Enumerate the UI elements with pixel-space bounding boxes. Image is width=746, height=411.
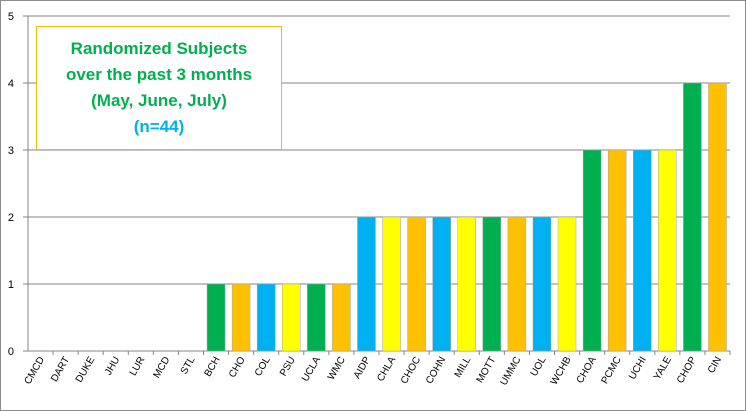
x-tick-label: WCHB — [549, 355, 574, 387]
bar-aidp — [357, 216, 376, 352]
bar-bch — [206, 283, 226, 352]
bar-chop — [683, 82, 702, 352]
bar-wmc — [332, 283, 351, 352]
bar-ucla — [307, 283, 326, 352]
bar-cohn — [432, 216, 451, 352]
x-tick-label: WMC — [326, 355, 348, 382]
x-tick-label: CHOA — [575, 355, 599, 386]
chart-title-box: Randomized Subjects over the past 3 mont… — [36, 26, 282, 150]
x-tick-label: CHOP — [675, 355, 699, 386]
bar-choa — [582, 149, 602, 352]
x-tick-label: STL — [179, 355, 198, 377]
x-tick-label: DUKE — [74, 355, 98, 385]
y-tick-label: 1 — [8, 279, 14, 291]
bar-wchb — [557, 216, 577, 352]
x-tick-label: COL — [253, 355, 273, 379]
bar-uchi — [633, 149, 652, 352]
x-tick-label: PSU — [278, 355, 298, 378]
bar-mott — [482, 216, 502, 352]
y-tick-label: 3 — [8, 145, 14, 157]
bar-psu — [282, 283, 301, 352]
x-tick-label: MCD — [152, 355, 173, 380]
y-tick-label: 2 — [8, 212, 14, 224]
x-tick-label: CHO — [227, 355, 248, 380]
y-tick-label: 0 — [8, 346, 14, 358]
x-tick-label: COHN — [424, 355, 448, 386]
chart-title-line-2: over the past 3 months — [65, 65, 253, 84]
y-tick-label: 5 — [8, 11, 14, 23]
bar-cho — [231, 283, 251, 352]
x-tick-label: DART — [49, 355, 72, 384]
bar-col — [256, 283, 276, 352]
bar-uol — [532, 216, 552, 352]
chart-title-line-3: (May, June, July) — [91, 91, 227, 110]
x-tick-label: CHOC — [399, 355, 423, 386]
x-tick-label: UOL — [529, 355, 549, 379]
bar-chla — [382, 216, 401, 352]
x-tick-label: YALE — [652, 355, 674, 382]
x-tick-label: UCHI — [627, 355, 649, 382]
x-tick-label: LUR — [128, 355, 148, 378]
bar-yale — [658, 149, 677, 352]
bar-mill — [457, 216, 476, 352]
bar-pcmc — [607, 149, 627, 352]
x-tick-label: UCLA — [300, 355, 323, 384]
bar-ummc — [507, 216, 527, 352]
x-tick-label: CHLA — [375, 355, 398, 384]
x-tick-label: MOTT — [475, 355, 499, 385]
x-tick-label: CIN — [706, 355, 724, 375]
x-tick-label: CMCD — [23, 355, 48, 386]
x-tick-label: BCH — [203, 355, 223, 379]
bar-choc — [407, 216, 426, 352]
y-tick-label: 4 — [8, 78, 14, 90]
chart-title-line-1: Randomized Subjects — [70, 39, 248, 58]
chart-n-label: (n=44) — [133, 117, 185, 136]
x-tick-label: MILL — [453, 355, 474, 380]
x-tick-label: PCMC — [600, 355, 624, 386]
x-tick-label: JHU — [103, 355, 122, 377]
bar-cin — [708, 82, 727, 352]
x-tick-label: UMMC — [498, 355, 523, 387]
x-tick-label: AIDP — [352, 355, 373, 381]
